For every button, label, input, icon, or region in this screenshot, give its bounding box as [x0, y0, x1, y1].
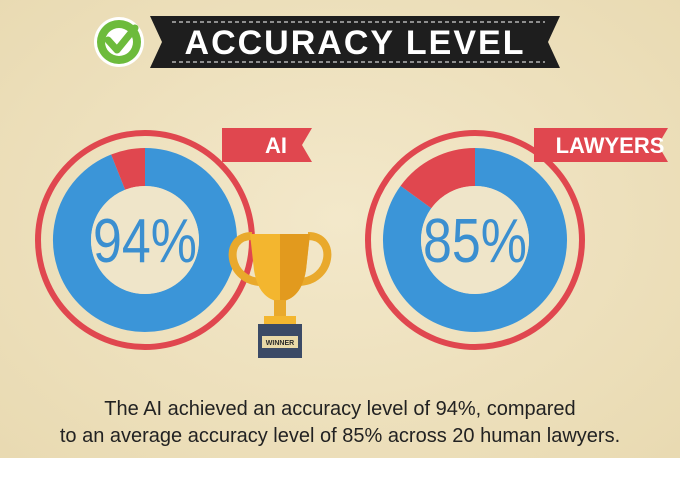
label-ribbon: [222, 128, 312, 162]
label-ribbon: [534, 128, 668, 162]
donut-center: [421, 186, 529, 294]
title-ribbon: [150, 16, 560, 68]
donut-title: LAWYERS: [556, 133, 665, 158]
bottom-strip: [0, 458, 680, 486]
donut-center: [91, 186, 199, 294]
donut-segment: [53, 148, 237, 332]
center-label: 85%: [423, 207, 527, 276]
trophy: [228, 232, 332, 358]
trophy-label: WINNER: [266, 340, 294, 347]
check-icon: [94, 17, 144, 67]
donut-segment: [400, 148, 476, 209]
center-label: 94%: [93, 207, 197, 276]
title: ACCURACY LEVEL: [185, 24, 526, 62]
caption-line: to an average accuracy level of 85% acro…: [60, 425, 620, 447]
caption-line: The AI achieved an accuracy level of 94%…: [104, 398, 575, 420]
donut-title: AI: [265, 133, 287, 158]
outer-ring: [365, 130, 585, 350]
donut-segment: [383, 148, 567, 332]
donut-segment: [111, 148, 146, 191]
